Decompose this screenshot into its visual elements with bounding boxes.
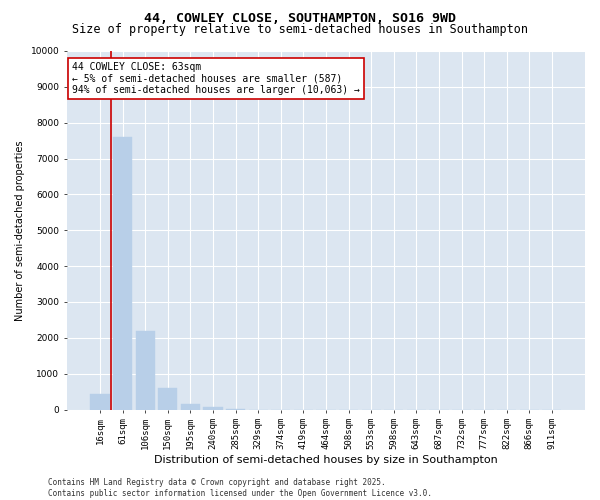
Bar xyxy=(181,404,200,409)
Y-axis label: Number of semi-detached properties: Number of semi-detached properties xyxy=(15,140,25,320)
Bar xyxy=(158,388,178,409)
Bar xyxy=(136,330,155,409)
X-axis label: Distribution of semi-detached houses by size in Southampton: Distribution of semi-detached houses by … xyxy=(154,455,498,465)
Bar xyxy=(203,407,223,410)
Text: Size of property relative to semi-detached houses in Southampton: Size of property relative to semi-detach… xyxy=(72,22,528,36)
Text: Contains HM Land Registry data © Crown copyright and database right 2025.
Contai: Contains HM Land Registry data © Crown c… xyxy=(48,478,432,498)
Bar xyxy=(91,394,110,409)
Text: 44 COWLEY CLOSE: 63sqm
← 5% of semi-detached houses are smaller (587)
94% of sem: 44 COWLEY CLOSE: 63sqm ← 5% of semi-deta… xyxy=(72,62,360,95)
Text: 44, COWLEY CLOSE, SOUTHAMPTON, SO16 9WD: 44, COWLEY CLOSE, SOUTHAMPTON, SO16 9WD xyxy=(144,12,456,26)
Bar xyxy=(113,137,132,409)
